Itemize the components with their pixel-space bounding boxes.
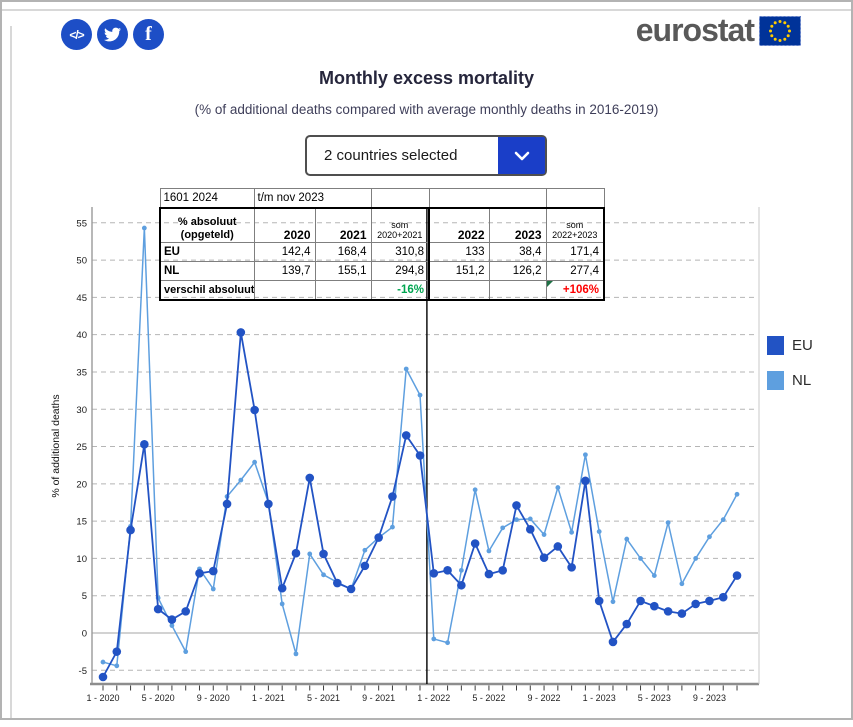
- chart-legend: EU NL: [767, 336, 813, 406]
- table-row-eu: EU 142,4 168,4 310,8 133 38,4 171,4: [159, 242, 606, 262]
- table-period-cell: t/m nov 2023: [253, 188, 372, 208]
- svg-text:45: 45: [76, 293, 87, 304]
- svg-text:40: 40: [76, 330, 87, 341]
- svg-text:% of additional deaths: % of additional deaths: [50, 394, 62, 497]
- embed-code-icon: </>: [69, 27, 84, 42]
- svg-text:0: 0: [82, 629, 87, 640]
- embed-code-button[interactable]: </>: [61, 19, 92, 50]
- svg-text:-5: -5: [79, 666, 87, 677]
- eu-flag-icon: [759, 15, 801, 46]
- svg-text:5 - 2021: 5 - 2021: [307, 693, 340, 703]
- twitter-share-button[interactable]: [97, 19, 128, 50]
- svg-text:50: 50: [76, 256, 87, 267]
- svg-text:9 - 2020: 9 - 2020: [197, 693, 230, 703]
- page-title: Monthly excess mortality: [318, 68, 535, 88]
- table-info-row: 1601 2024 t/m nov 2023: [159, 188, 605, 208]
- legend-item-eu[interactable]: EU: [767, 336, 813, 355]
- country-select-value: 2 countries selected: [324, 147, 458, 164]
- table-header-row: % absoluut (opgeteld) 2020 2021 som 2020…: [159, 206, 606, 243]
- svg-text:20: 20: [76, 479, 87, 490]
- svg-text:5 - 2022: 5 - 2022: [472, 693, 505, 703]
- svg-text:9 - 2021: 9 - 2021: [362, 693, 395, 703]
- twitter-icon: [104, 27, 121, 42]
- eurostat-wordmark: eurostat: [635, 12, 755, 48]
- svg-text:10: 10: [76, 554, 87, 565]
- table-date-cell: 1601 2024: [159, 188, 255, 208]
- window-frame-left: [10, 26, 12, 718]
- svg-text:55: 55: [76, 218, 87, 229]
- svg-text:1 - 2022: 1 - 2022: [417, 693, 450, 703]
- svg-text:15: 15: [76, 517, 87, 528]
- svg-text:9 - 2022: 9 - 2022: [528, 693, 561, 703]
- page-subtitle: (% of additional deaths compared with av…: [194, 102, 659, 117]
- svg-text:9 - 2023: 9 - 2023: [693, 693, 726, 703]
- nl-series-swatch: [767, 371, 784, 390]
- facebook-icon: f: [145, 23, 152, 45]
- legend-label-eu: EU: [792, 337, 813, 354]
- country-select-dropdown[interactable]: 2 countries selected: [305, 135, 547, 176]
- svg-text:1 - 2023: 1 - 2023: [583, 693, 616, 703]
- dropdown-toggle-button[interactable]: [498, 137, 545, 174]
- table-row-nl: NL 139,7 155,1 294,8 151,2 126,2 277,4: [159, 261, 606, 281]
- chevron-down-icon: [514, 151, 529, 160]
- excess-mortality-table: 1601 2024 t/m nov 2023 % absoluut (opget…: [159, 188, 606, 301]
- svg-text:1 - 2020: 1 - 2020: [86, 693, 119, 703]
- legend-label-nl: NL: [792, 372, 812, 389]
- eu-series-swatch: [767, 336, 784, 355]
- svg-text:5 - 2020: 5 - 2020: [142, 693, 175, 703]
- svg-text:5 - 2023: 5 - 2023: [638, 693, 671, 703]
- eurostat-logo: eurostat: [636, 12, 801, 49]
- window-frame-top: [2, 9, 851, 11]
- svg-text:1 - 2021: 1 - 2021: [252, 693, 285, 703]
- share-bar: </> f: [61, 19, 164, 50]
- table-diff-row: verschil absoluut -16% +106%: [159, 280, 606, 301]
- facebook-share-button[interactable]: f: [133, 19, 164, 50]
- legend-item-nl[interactable]: NL: [767, 371, 813, 390]
- svg-text:5: 5: [82, 591, 87, 602]
- svg-text:35: 35: [76, 367, 87, 378]
- svg-text:30: 30: [76, 405, 87, 416]
- data-table-overlay: 1601 2024 t/m nov 2023 % absoluut (opget…: [159, 188, 606, 301]
- svg-text:25: 25: [76, 442, 87, 453]
